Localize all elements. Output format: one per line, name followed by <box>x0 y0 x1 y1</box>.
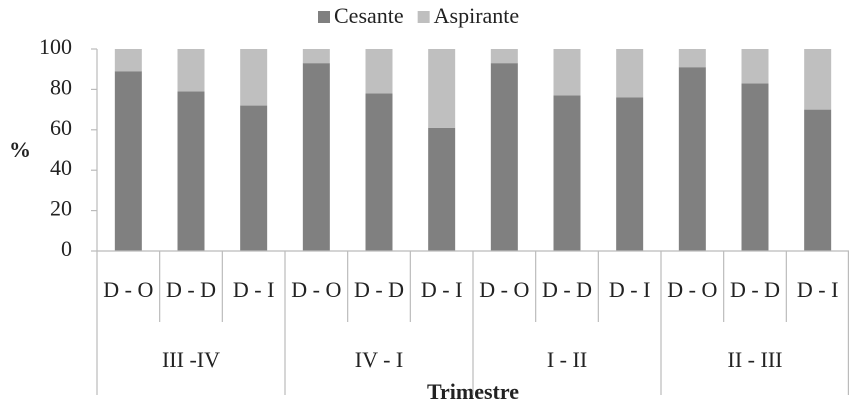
x-tick-label: D - I <box>421 277 463 302</box>
bar-segment <box>428 127 456 251</box>
bar-segment <box>302 49 330 64</box>
x-tick-label: D - I <box>797 277 839 302</box>
bar-segment <box>804 109 832 251</box>
x-tick-label: D - O <box>103 277 153 302</box>
bar-segment <box>804 49 832 110</box>
bar-segment <box>114 49 142 72</box>
group-label: I - II <box>547 347 587 372</box>
bar-segment <box>428 49 456 128</box>
bar-segment <box>490 49 518 64</box>
bar-segment <box>365 93 393 251</box>
bar-segment <box>678 49 706 68</box>
bar-segment <box>177 49 205 92</box>
y-tick-label: 20 <box>50 196 72 221</box>
group-label: II - III <box>728 347 783 372</box>
x-tick-label: D - I <box>609 277 651 302</box>
bar-segment <box>616 49 644 98</box>
group-label: III -IV <box>162 347 220 372</box>
group-label: IV - I <box>355 347 403 372</box>
legend-swatch <box>318 11 330 23</box>
bar-segment <box>240 105 268 251</box>
bar-segment <box>490 63 518 251</box>
bar-segment <box>741 49 769 84</box>
x-tick-label: D - D <box>542 277 592 302</box>
y-tick-label: 100 <box>39 34 72 59</box>
x-tick-label: D - I <box>233 277 275 302</box>
bar-segment <box>741 83 769 251</box>
bar-segment <box>240 49 268 106</box>
legend-swatch <box>417 11 430 23</box>
bar-segment <box>553 95 581 252</box>
x-tick-label: D - D <box>166 277 216 302</box>
bar-segment <box>302 63 330 251</box>
legend-label: Aspirante <box>434 3 520 28</box>
bar-segment <box>114 71 142 251</box>
y-axis-title: % <box>9 137 31 162</box>
bar-segment <box>616 97 644 251</box>
x-tick-label: D - D <box>354 277 404 302</box>
bar-segment <box>678 67 706 252</box>
x-tick-label: D - O <box>479 277 529 302</box>
x-tick-label: D - O <box>667 277 717 302</box>
y-tick-label: 0 <box>61 236 72 261</box>
x-tick-label: D - O <box>291 277 341 302</box>
x-tick-label: D - D <box>730 277 780 302</box>
bar-segment <box>553 49 581 96</box>
bar-segment <box>365 49 393 94</box>
y-tick-label: 60 <box>50 115 72 140</box>
y-tick-label: 40 <box>50 155 72 180</box>
legend-label: Cesante <box>334 3 404 28</box>
bar-segment <box>177 91 205 251</box>
y-tick-label: 80 <box>50 74 72 99</box>
